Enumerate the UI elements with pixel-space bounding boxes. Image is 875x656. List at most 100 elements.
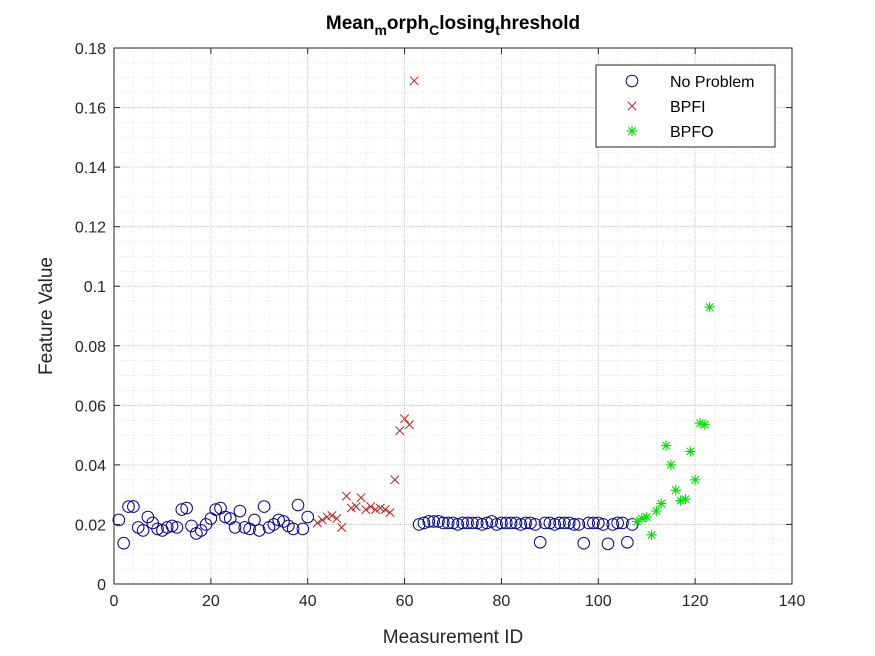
x-stroke <box>346 503 356 513</box>
asterisk-stroke <box>695 419 705 428</box>
no-problem-point <box>621 536 634 549</box>
asterisk-stroke <box>691 475 700 484</box>
x-tick-label: 20 <box>202 593 220 610</box>
bpfo-point <box>670 485 681 496</box>
no-problem-point <box>548 518 562 531</box>
bpfi-point <box>327 510 337 521</box>
title-segment: hreshold <box>500 13 580 34</box>
bpfo-point <box>694 418 706 429</box>
bpfi-point <box>361 505 371 515</box>
no-problem-point <box>301 510 315 524</box>
x-tick-label: 40 <box>299 593 317 610</box>
no-problem-point <box>480 516 494 530</box>
no-problem-point <box>499 516 513 530</box>
bpfi-point <box>337 522 347 532</box>
x-tick-label: 60 <box>396 593 414 610</box>
x-stroke <box>322 512 332 522</box>
asterisk-stroke <box>627 126 637 136</box>
no-problem-point <box>543 516 557 530</box>
no-problem-point <box>122 500 135 513</box>
title-subscript: C <box>429 22 439 38</box>
x-stroke <box>312 518 322 528</box>
bpfi-point <box>395 426 405 436</box>
x-stroke <box>409 76 419 86</box>
no-problem-point <box>291 498 305 512</box>
x-stroke <box>627 101 637 111</box>
bpfi-point <box>404 420 414 430</box>
asterisk-stroke <box>657 499 666 508</box>
no-problem-point <box>524 516 537 530</box>
legend-marker <box>626 125 638 137</box>
x-stroke <box>385 507 395 518</box>
no-problem-point <box>209 503 222 516</box>
no-problem-point <box>151 522 164 536</box>
x-stroke <box>356 493 366 503</box>
x-stroke <box>390 475 400 485</box>
no-problem-point <box>180 501 193 515</box>
y-tick-label: 0 <box>97 577 106 594</box>
legend-box <box>595 64 776 148</box>
x-stroke <box>317 515 327 525</box>
bpfi-point <box>400 414 410 424</box>
no-problem-point <box>417 516 431 530</box>
asterisk-stroke <box>652 506 661 516</box>
no-problem-point <box>495 516 508 530</box>
y-tick-label: 0.14 <box>75 160 106 177</box>
bpfi-point <box>332 513 342 524</box>
no-problem-point <box>446 516 460 530</box>
no-problem-point <box>625 518 639 531</box>
no-problem-point <box>228 521 242 534</box>
x-tick-label: 0 <box>110 593 119 610</box>
no-problem-point <box>170 521 184 534</box>
no-problem-point <box>233 504 247 518</box>
bpfi-point <box>317 515 327 525</box>
bpfo-point <box>651 505 662 517</box>
asterisk-stroke <box>681 495 690 504</box>
x-tick-label: 120 <box>682 593 709 610</box>
data-markers <box>112 76 715 551</box>
no-problem-point <box>286 522 300 536</box>
no-problem-point <box>538 516 552 530</box>
bpfi-point <box>341 491 352 501</box>
x-stroke <box>400 414 410 424</box>
legend-marker <box>627 101 637 111</box>
asterisk-stroke <box>647 530 656 539</box>
no-problem-point <box>165 519 179 533</box>
x-tick-label: 100 <box>585 593 612 610</box>
asterisk-stroke <box>686 447 695 456</box>
no-problem-point <box>412 518 426 531</box>
x-stroke <box>332 513 342 524</box>
no-problem-point <box>257 500 271 513</box>
y-tick-label: 0.02 <box>75 517 106 534</box>
bpfo-point <box>704 301 715 313</box>
no-problem-point <box>567 518 581 531</box>
bpfo-point <box>646 529 657 541</box>
no-problem-point <box>441 516 455 530</box>
no-problem-point <box>509 516 523 530</box>
x-stroke <box>370 505 381 515</box>
no-problem-point <box>562 516 576 530</box>
title-subscript: m <box>374 22 386 38</box>
no-problem-point <box>117 536 130 550</box>
asterisk-stroke <box>700 420 709 429</box>
legend-marker <box>625 74 639 88</box>
title-segment: Mean <box>326 13 375 34</box>
y-axis-label: Feature Value <box>36 257 57 375</box>
x-tick-label: 80 <box>493 593 511 610</box>
no-problem-point <box>601 537 615 551</box>
asterisk-stroke <box>661 441 671 450</box>
x-axis-label: Measurement ID <box>383 627 523 648</box>
bpfo-point <box>699 419 711 430</box>
bpfi-point <box>346 503 356 513</box>
title-subscript: t <box>495 22 500 38</box>
no-problem-point <box>475 518 489 531</box>
asterisk-stroke <box>705 302 714 312</box>
bpfi-point <box>385 507 395 518</box>
x-stroke <box>380 505 390 515</box>
bpfi-point <box>366 502 376 512</box>
chart-title: MeanmorphClosingthreshold <box>326 13 580 38</box>
asterisk-stroke <box>642 512 651 522</box>
no-problem-point <box>272 513 285 527</box>
no-problem-point <box>296 522 310 536</box>
